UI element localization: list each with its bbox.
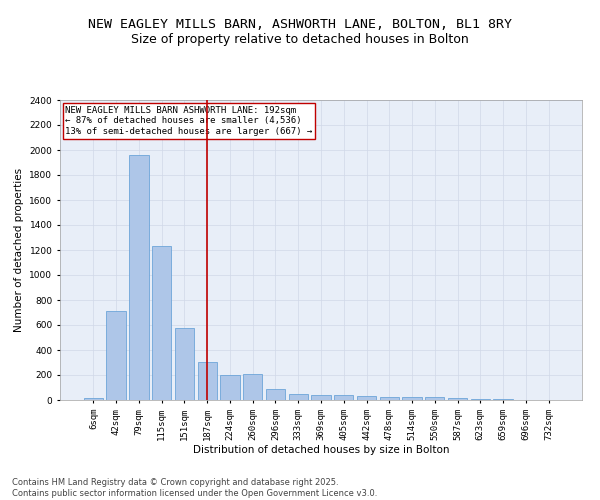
- Text: Size of property relative to detached houses in Bolton: Size of property relative to detached ho…: [131, 32, 469, 46]
- Bar: [403, 397, 422, 400]
- Bar: [311, 395, 331, 400]
- Bar: [220, 375, 239, 400]
- Text: NEW EAGLEY MILLS BARN ASHWORTH LANE: 192sqm
← 87% of detached houses are smaller: NEW EAGLEY MILLS BARN ASHWORTH LANE: 192…: [65, 106, 313, 136]
- Bar: [266, 390, 285, 400]
- Bar: [334, 395, 353, 400]
- Bar: [152, 246, 172, 400]
- Bar: [129, 155, 149, 400]
- Bar: [106, 311, 126, 400]
- X-axis label: Distribution of detached houses by size in Bolton: Distribution of detached houses by size …: [193, 446, 449, 456]
- Bar: [380, 397, 399, 400]
- Text: NEW EAGLEY MILLS BARN, ASHWORTH LANE, BOLTON, BL1 8RY: NEW EAGLEY MILLS BARN, ASHWORTH LANE, BO…: [88, 18, 512, 30]
- Bar: [197, 362, 217, 400]
- Bar: [175, 328, 194, 400]
- Text: Contains HM Land Registry data © Crown copyright and database right 2025.
Contai: Contains HM Land Registry data © Crown c…: [12, 478, 377, 498]
- Bar: [289, 394, 308, 400]
- Y-axis label: Number of detached properties: Number of detached properties: [14, 168, 24, 332]
- Bar: [470, 399, 490, 400]
- Bar: [84, 398, 103, 400]
- Bar: [243, 374, 262, 400]
- Bar: [425, 397, 445, 400]
- Bar: [357, 396, 376, 400]
- Bar: [448, 398, 467, 400]
